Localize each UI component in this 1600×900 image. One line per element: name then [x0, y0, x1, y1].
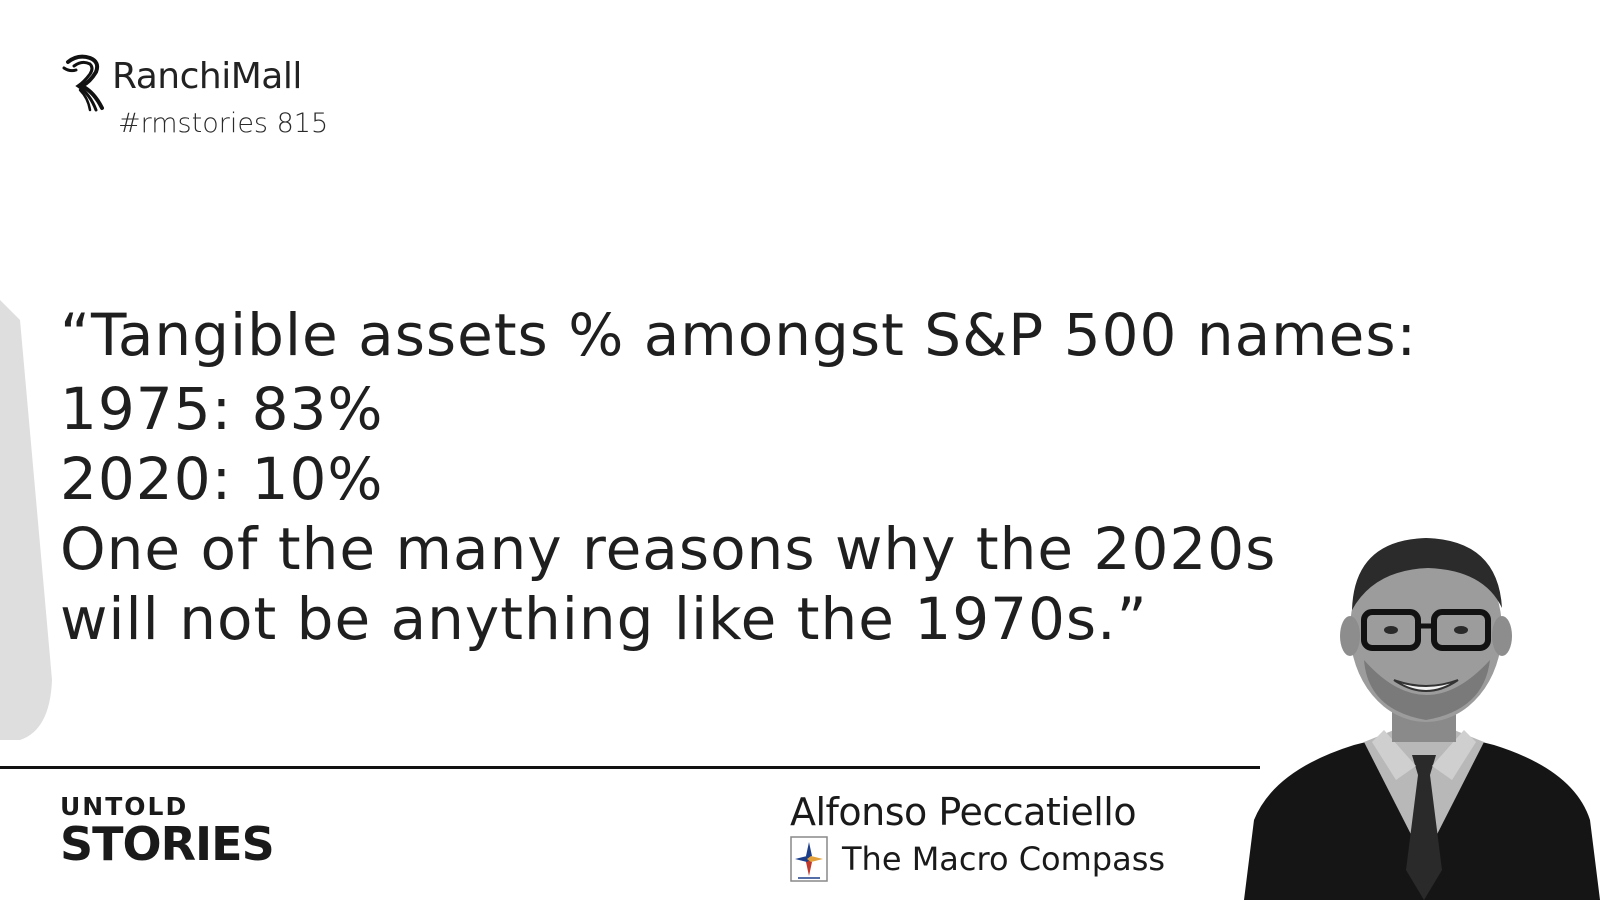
footer-divider [0, 766, 1260, 769]
seahorse-logo-icon [62, 54, 104, 112]
quote-block: “Tangible assets % amongst S&P 500 names… [60, 300, 1440, 654]
compass-logo-icon [790, 836, 828, 882]
quote-line-1: “Tangible assets % amongst S&P 500 names… [60, 301, 1418, 369]
quote-line-5: will not be anything like the 1970s.” [60, 585, 1148, 653]
series-top-text: UNTOLD [60, 792, 189, 821]
author-block: Alfonso Peccatiello The Macro Compass [790, 790, 1165, 882]
author-name: Alfonso Peccatiello [790, 790, 1137, 834]
untold-stories-logo: UNTOLD STORIES [60, 792, 275, 871]
organization-name: The Macro Compass [842, 840, 1166, 878]
portrait-photo [1244, 538, 1600, 900]
series-bottom-text: STORIES [60, 817, 275, 871]
quote-line-4: One of the many reasons why the 2020s [60, 515, 1277, 583]
left-decorative-curve [0, 300, 52, 740]
brand-name: RanchiMall [112, 56, 302, 97]
quote-line-2: 1975: 83% [60, 375, 384, 443]
story-tag: #rmstories 815 [118, 108, 329, 139]
quote-line-3: 2020: 10% [60, 445, 384, 513]
